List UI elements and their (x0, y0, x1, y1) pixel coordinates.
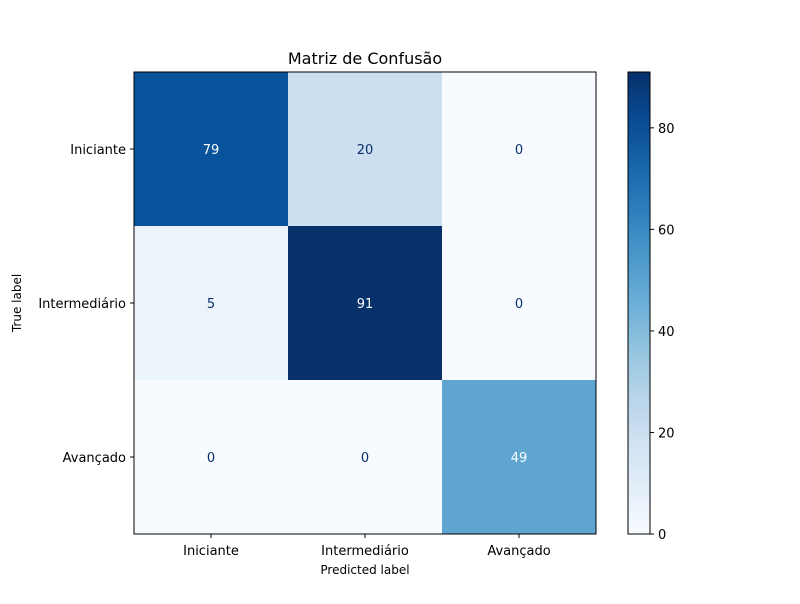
cell-value-label: 49 (511, 451, 528, 466)
heatmap-cell (288, 72, 443, 227)
cell-value-label: 20 (357, 143, 374, 158)
colorbar (627, 71, 651, 535)
x-tick-label: Avançado (487, 544, 550, 559)
x-axis: Iniciante Intermediário Avançado (183, 534, 551, 559)
heatmap-cell (288, 226, 443, 381)
colorbar-tick-label: 80 (658, 122, 675, 137)
heatmap-cells (134, 72, 597, 535)
y-axis: Iniciante Intermediário Avançado (38, 143, 134, 466)
colorbar-ticks: 0 20 40 60 80 (650, 122, 675, 543)
colorbar-tick-label: 40 (658, 325, 675, 340)
heatmap-cell-labels: 79 20 0 5 91 0 0 0 49 (203, 143, 528, 466)
heatmap-cell (288, 380, 443, 535)
cell-value-label: 79 (203, 143, 220, 158)
colorbar-tick-label: 20 (658, 426, 675, 441)
y-tick-label: Avançado (63, 451, 126, 466)
y-tick-label: Intermediário (38, 297, 126, 312)
colorbar-tick-label: 60 (658, 223, 675, 238)
colorbar-tick-label: 0 (658, 528, 666, 543)
heatmap-cell (442, 72, 597, 227)
cell-value-label: 91 (357, 297, 374, 312)
chart-title: Matriz de Confusão (288, 49, 442, 68)
heatmap-cell (134, 72, 289, 227)
y-axis-label: True label (10, 274, 24, 333)
heatmap-cell (134, 226, 289, 381)
heatmap-cell (134, 380, 289, 535)
cell-value-label: 0 (515, 143, 523, 158)
heatmap-cell (442, 226, 597, 381)
y-tick-label: Iniciante (70, 143, 126, 158)
cell-value-label: 5 (207, 297, 215, 312)
cell-value-label: 0 (515, 297, 523, 312)
x-tick-label: Intermediário (321, 544, 409, 559)
heatmap-cell (442, 380, 597, 535)
x-axis-label: Predicted label (320, 563, 409, 577)
cell-value-label: 0 (361, 451, 369, 466)
cell-value-label: 0 (207, 451, 215, 466)
x-tick-label: Iniciante (183, 544, 239, 559)
